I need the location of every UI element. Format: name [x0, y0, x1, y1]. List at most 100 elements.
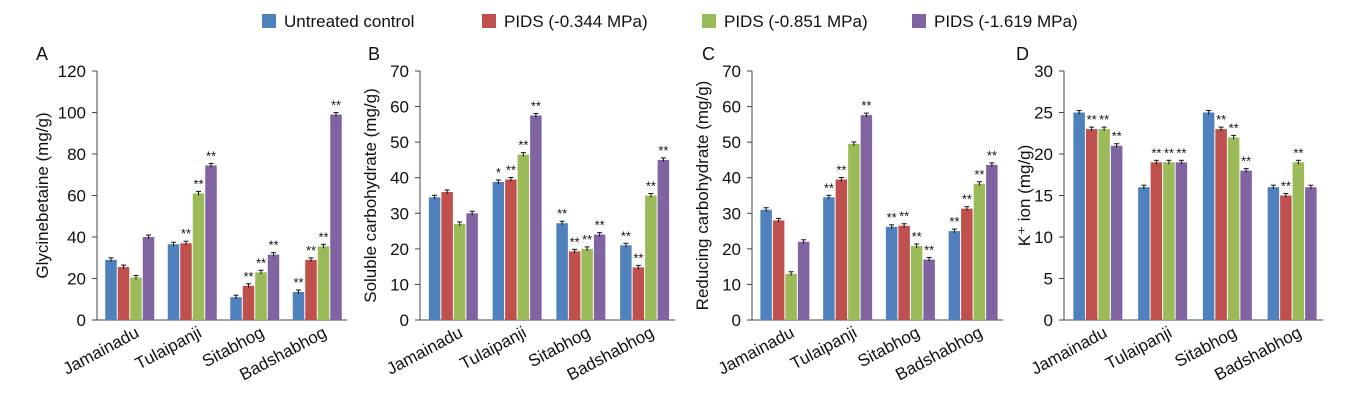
bar: [1098, 129, 1110, 320]
x-category-label: Tulaipanji: [787, 323, 860, 374]
bar: [292, 291, 305, 320]
bar: [492, 181, 505, 320]
significance-label: **: [293, 275, 303, 290]
bar: [823, 197, 835, 320]
legend-label: PIDS (-0.344 MPa): [504, 12, 648, 31]
bar: [242, 285, 255, 320]
significance-label: **: [1087, 112, 1097, 127]
bar: [973, 183, 986, 320]
y-axis-title: Reducing carbohydrate (mg/g): [693, 81, 712, 311]
significance-label: **: [1151, 145, 1161, 160]
y-tick-label: 40: [67, 228, 86, 247]
bar: [1110, 145, 1123, 320]
y-tick-label: 30: [390, 204, 409, 223]
bar: [657, 159, 670, 320]
significance-label: **: [1112, 129, 1122, 144]
significance-label: **: [658, 143, 668, 158]
bar: [530, 115, 542, 320]
y-tick-label: 70: [390, 62, 409, 81]
legend-swatch: [482, 14, 496, 28]
y-axis-title: Glycinebetaine (mg/g): [33, 112, 52, 278]
significance-label: **: [595, 218, 605, 233]
bar: [517, 154, 530, 320]
significance-label: **: [557, 206, 567, 221]
bar: [645, 195, 657, 320]
y-tick-label: 10: [390, 275, 409, 294]
panel-label: A: [36, 44, 48, 64]
bar: [428, 197, 441, 320]
significance-label: **: [193, 176, 203, 191]
chart-panel: C Reducing carbohydrate (mg/g) 0 10 20 30 40 50…: [693, 44, 1003, 384]
bar: [1150, 162, 1163, 320]
y-tick-label: 40: [390, 169, 409, 188]
bar: [505, 179, 517, 320]
x-category-label: Jamainadu: [715, 323, 797, 379]
bar: [1292, 162, 1305, 320]
significance-label: **: [824, 180, 834, 195]
significance-label: **: [518, 138, 528, 153]
bar: [1073, 112, 1085, 320]
bar: [772, 220, 785, 320]
significance-label: **: [949, 214, 959, 229]
significance-label: **: [924, 243, 934, 258]
bar: [305, 259, 317, 320]
y-tick-label: 100: [58, 104, 86, 123]
y-tick-label: 50: [390, 133, 409, 152]
legend-swatch: [262, 14, 276, 28]
bar: [167, 244, 180, 320]
bar: [785, 273, 797, 320]
panel-label: B: [368, 44, 380, 64]
significance-label: **: [268, 238, 278, 253]
significance-label: **: [256, 255, 266, 270]
significance-label: **: [899, 209, 909, 224]
significance-label: **: [646, 179, 656, 194]
bar: [898, 225, 910, 320]
significance-label: **: [1164, 145, 1174, 160]
legend-swatch: [912, 14, 926, 28]
y-tick-label: 10: [722, 275, 741, 294]
bar: [986, 164, 998, 320]
bar: [205, 165, 217, 320]
legend: Untreated control PIDS (-0.344 MPa) PIDS (…: [262, 12, 1078, 31]
y-tick-label: 25: [1034, 104, 1053, 123]
bar: [632, 267, 645, 320]
bar: [760, 209, 772, 320]
bar: [556, 223, 568, 320]
significance-label: **: [887, 210, 897, 225]
legend-label: Untreated control: [284, 12, 414, 31]
x-category-label: Tulaipanji: [1102, 323, 1175, 374]
y-tick-label: 20: [1034, 145, 1053, 164]
bar: [1202, 112, 1215, 320]
significance-label: **: [974, 167, 984, 182]
bar: [192, 193, 205, 320]
significance-label: **: [836, 162, 846, 177]
chart-panel: A Glycinebetaine (mg/g) 0 20 40 60 80 100 120 Jam…: [33, 44, 347, 384]
significance-label: **: [861, 98, 871, 113]
bar: [105, 259, 117, 320]
significance-label: **: [1216, 112, 1226, 127]
bar: [180, 243, 192, 320]
significance-label: **: [570, 234, 580, 249]
bar: [581, 248, 593, 320]
significance-label: **: [1293, 145, 1303, 160]
bar: [130, 277, 142, 320]
bar: [117, 267, 130, 320]
legend-label: PIDS (-0.851 MPa): [724, 12, 868, 31]
bar: [593, 234, 606, 320]
bar: [797, 241, 810, 320]
bar: [1305, 187, 1317, 320]
bar: [1240, 170, 1252, 320]
y-tick-label: 20: [390, 240, 409, 259]
y-tick-label: 50: [722, 133, 741, 152]
x-category-label: Tulaipanji: [132, 323, 205, 374]
y-tick-label: 20: [67, 270, 86, 289]
x-category-label: Tulaipanji: [457, 323, 530, 374]
y-tick-label: 20: [722, 240, 741, 259]
significance-label: **: [621, 228, 631, 243]
bar: [255, 272, 267, 320]
bar: [317, 246, 330, 320]
significance-label: **: [243, 269, 253, 284]
significance-label: **: [1176, 145, 1186, 160]
y-tick-label: 0: [77, 311, 86, 330]
